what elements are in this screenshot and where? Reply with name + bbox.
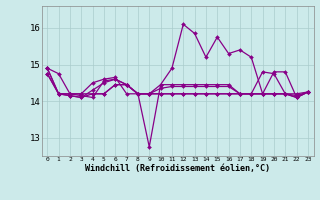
X-axis label: Windchill (Refroidissement éolien,°C): Windchill (Refroidissement éolien,°C) (85, 164, 270, 173)
